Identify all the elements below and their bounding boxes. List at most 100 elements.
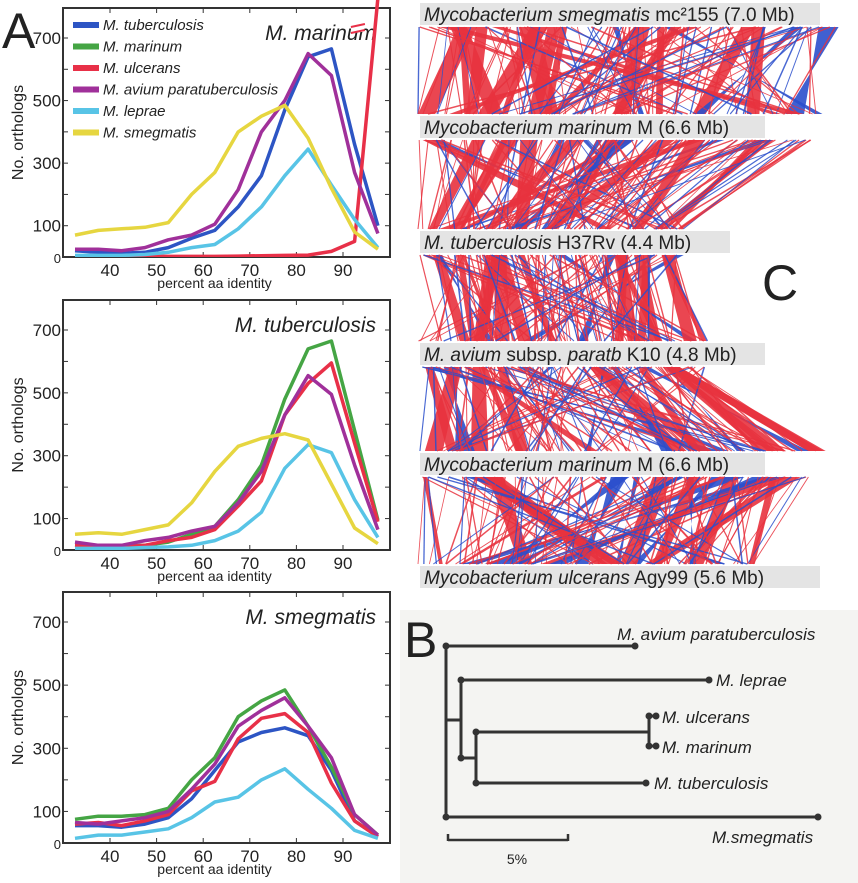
inverted-link — [474, 139, 538, 230]
syntenic-link — [613, 139, 630, 230]
syntenic-link — [458, 366, 540, 452]
inverted-link — [597, 366, 650, 452]
syntenic-link — [604, 26, 627, 115]
syntenic-link — [663, 476, 668, 565]
tree-node — [631, 642, 639, 650]
y-tick-label: 0 — [54, 837, 61, 852]
y-tick-label: 300 — [33, 447, 61, 466]
x-tick-label: 40 — [101, 847, 120, 866]
inverted-link — [598, 254, 641, 342]
inverted-link — [689, 26, 713, 115]
axis-break-mark — [350, 23, 366, 28]
inverted-link — [530, 366, 586, 452]
syntenic-link — [476, 476, 488, 565]
inverted-link — [540, 254, 547, 342]
synteny-panel: Mycobacterium smegmatis mc²155 (7.0 Mb) M… — [417, 3, 839, 589]
tree-node — [814, 813, 822, 821]
syntenic-link — [591, 26, 785, 115]
syntenic-link — [507, 366, 580, 452]
syntenic-link — [438, 254, 459, 342]
syntenic-link — [454, 139, 500, 230]
inverted-link — [729, 26, 804, 115]
inverted-link — [432, 366, 437, 452]
syntenic-link — [429, 254, 497, 342]
y-axis-label: No. orthologs — [10, 670, 27, 765]
taxon-label: M.smegmatis — [712, 828, 814, 847]
inverted-link — [595, 476, 744, 565]
genome-label-bar — [420, 453, 765, 475]
syntenic-link — [646, 254, 671, 342]
synteny-band — [417, 476, 809, 565]
legend-label: M. tuberculosis — [103, 17, 204, 34]
syntenic-link — [718, 476, 749, 565]
syntenic-link — [444, 366, 786, 452]
syntenic-link — [485, 139, 734, 230]
x-tick-label: 80 — [287, 554, 306, 573]
syntenic-link — [657, 139, 750, 230]
syntenic-link — [476, 139, 753, 230]
tree-node — [442, 813, 450, 821]
syntenic-link — [657, 139, 767, 230]
inverted-link — [443, 254, 656, 342]
series-line-m--leprae — [75, 442, 380, 550]
syntenic-link — [524, 254, 666, 342]
syntenic-link — [460, 366, 653, 452]
inverted-link — [531, 476, 778, 565]
inverted-link — [576, 366, 690, 452]
syntenic-link — [610, 26, 813, 115]
syntenic-link — [694, 26, 800, 115]
syntenic-link — [611, 366, 675, 452]
inverted-link — [452, 366, 460, 452]
syntenic-link — [670, 366, 779, 452]
x-tick-label: 90 — [334, 554, 353, 573]
syntenic-link — [580, 476, 600, 565]
syntenic-link — [503, 476, 572, 565]
x-tick-label: 70 — [240, 554, 259, 573]
syntenic-link — [604, 139, 684, 230]
genome-strain: K10 (4.8 Mb) — [622, 345, 737, 366]
inverted-link — [450, 366, 676, 452]
syntenic-link — [429, 254, 588, 342]
syntenic-link — [522, 26, 558, 115]
syntenic-link — [456, 366, 689, 452]
genome-label: Mycobacterium smegmatis mc²155 (7.0 Mb) — [424, 5, 795, 26]
inverted-link — [468, 254, 472, 342]
x-tick-label: 40 — [101, 554, 120, 573]
syntenic-link — [667, 476, 700, 565]
chart-title: M. smegmatis — [245, 606, 376, 629]
x-tick-label: 60 — [194, 554, 213, 573]
inverted-link — [604, 366, 735, 452]
inverted-link — [551, 26, 727, 115]
legend-swatch — [73, 43, 99, 50]
syntenic-link — [478, 366, 508, 452]
genome-label-bar — [420, 231, 730, 253]
synteny-band — [417, 26, 839, 115]
genome-species: Mycobacterium ulcerans — [424, 568, 630, 589]
syntenic-link — [419, 254, 442, 342]
y-tick-label: 0 — [54, 251, 61, 266]
syntenic-link — [749, 476, 781, 565]
series-line-m--leprae — [74, 767, 379, 841]
syntenic-link — [740, 26, 757, 115]
series-line-m--tuberculosis — [74, 47, 380, 255]
inverted-link — [487, 139, 534, 230]
inverted-link — [419, 366, 430, 452]
syntenic-link — [604, 254, 641, 342]
inverted-link — [534, 139, 565, 230]
syntenic-link — [591, 26, 625, 115]
genome-species: M. avium — [424, 345, 501, 366]
x-axis-label: percent aa identity — [157, 275, 271, 291]
inverted-link — [674, 26, 697, 115]
syntenic-link — [465, 476, 483, 565]
syntenic-link — [570, 26, 714, 115]
inverted-link — [459, 366, 488, 452]
syntenic-link — [436, 139, 451, 230]
x-tick-label: 80 — [287, 847, 306, 866]
series-line-m--tuberculosis — [75, 726, 379, 839]
inverted-link — [518, 366, 673, 452]
syntenic-link — [695, 476, 742, 565]
inverted-link — [417, 26, 420, 115]
syntenic-link — [580, 26, 711, 115]
tree-node — [652, 742, 660, 750]
syntenic-link — [481, 254, 515, 342]
